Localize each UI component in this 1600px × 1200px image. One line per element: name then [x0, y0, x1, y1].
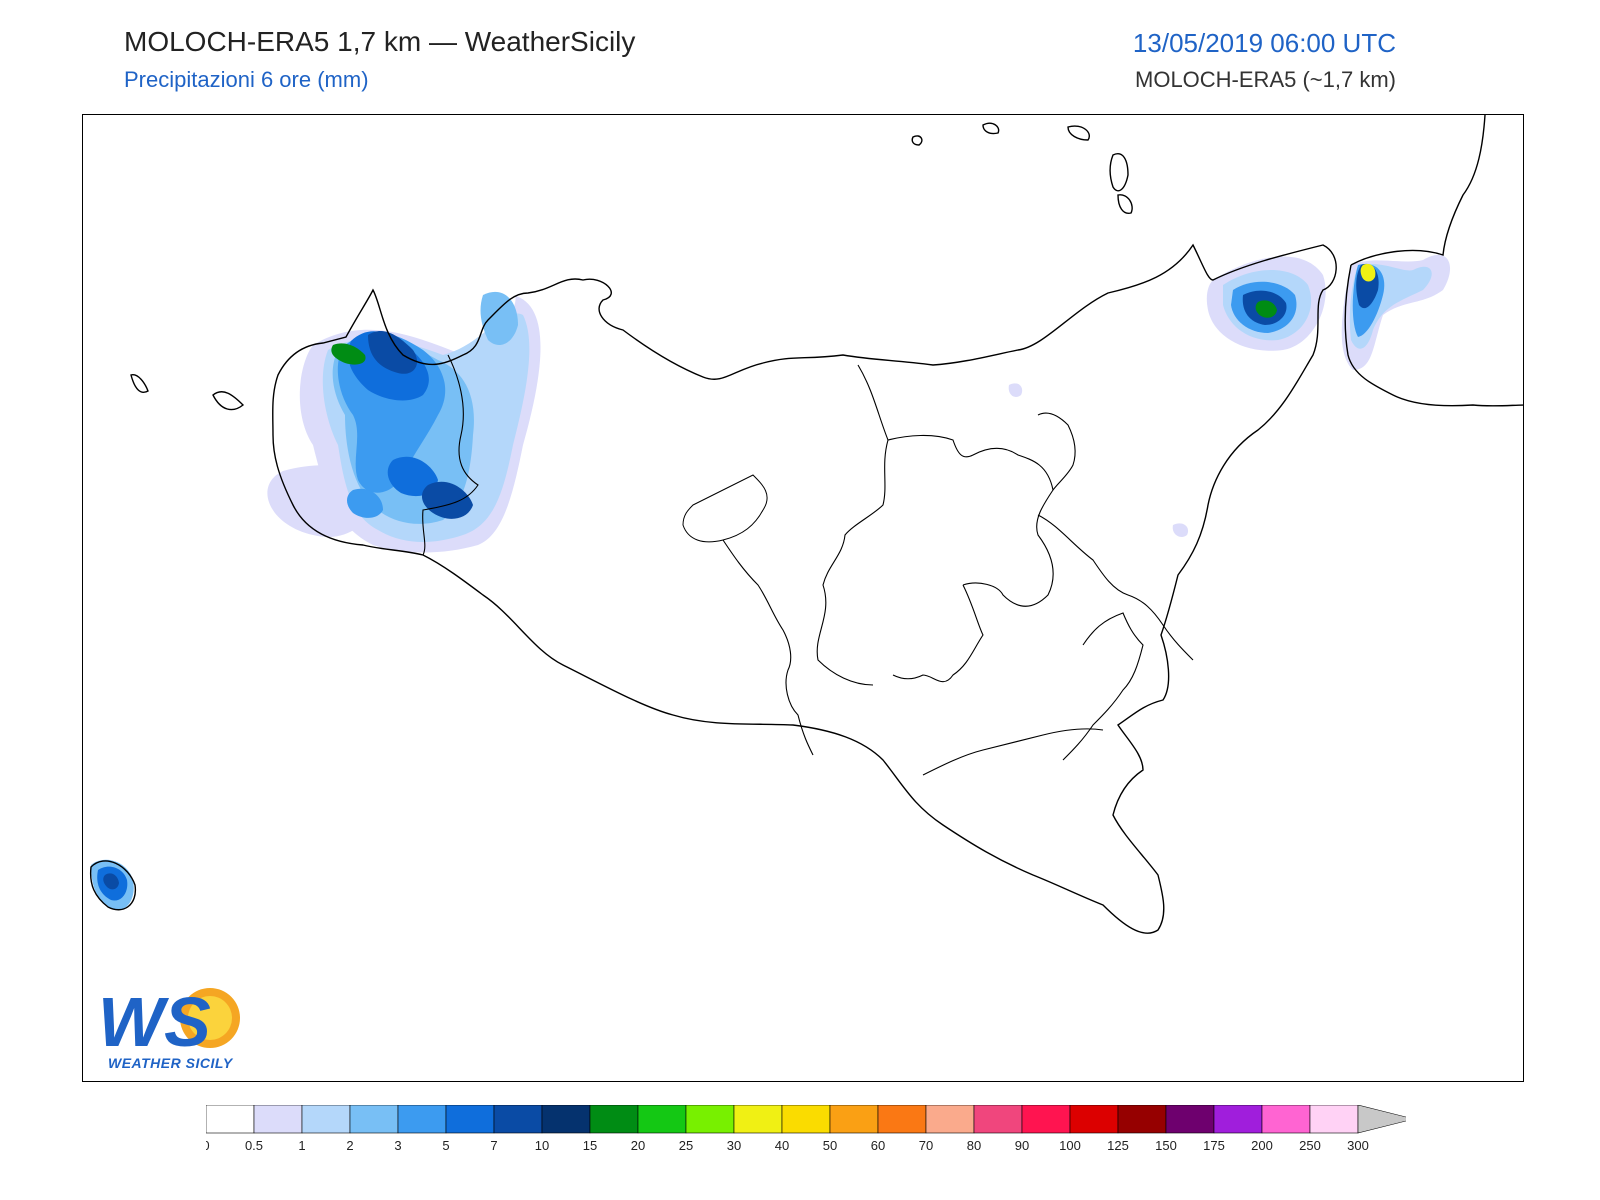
colorbar-swatch — [349, 1105, 399, 1134]
colorbar-swatch — [1117, 1105, 1167, 1134]
colorbar-swatch — [589, 1105, 639, 1134]
colorbar-tick-label: 70 — [919, 1138, 933, 1153]
colorbar-swatch — [493, 1105, 543, 1134]
colorbar-tick-label: 7 — [490, 1138, 497, 1153]
colorbar-swatch — [206, 1105, 255, 1134]
colorbar-tick-label: 2 — [346, 1138, 353, 1153]
colorbar-tick-label: 0.5 — [245, 1138, 263, 1153]
colorbar-swatch — [1021, 1105, 1071, 1134]
colorbar-tick-label: 20 — [631, 1138, 645, 1153]
colorbar-tick-label: 40 — [775, 1138, 789, 1153]
colorbar-swatch — [877, 1105, 927, 1134]
colorbar-tick-label: 1 — [298, 1138, 305, 1153]
colorbar-swatch — [397, 1105, 447, 1134]
colorbar-tick-label: 10 — [535, 1138, 549, 1153]
colorbar-tick-label: 150 — [1155, 1138, 1177, 1153]
precip-northeast — [1008, 254, 1451, 537]
weathersicily-logo: WS — [98, 983, 240, 1061]
logo-caption: WEATHER SICILY — [108, 1055, 233, 1071]
model-label: MOLOCH-ERA5 (~1,7 km) — [1135, 67, 1396, 92]
colorbar-extend-arrow — [1357, 1105, 1406, 1134]
colorbar-swatch — [829, 1105, 879, 1134]
colorbar-swatch — [445, 1105, 495, 1134]
colorbar-swatch — [1309, 1105, 1359, 1134]
colorbar-swatch — [301, 1105, 351, 1134]
sicily-map — [89, 115, 1523, 934]
colorbar-swatch — [1069, 1105, 1119, 1134]
colorbar-swatch — [541, 1105, 591, 1134]
colorbar-tick-label: 200 — [1251, 1138, 1273, 1153]
colorbar-swatch — [253, 1105, 303, 1134]
colorbar-tick-label: 300 — [1347, 1138, 1369, 1153]
colorbar-swatch — [973, 1105, 1023, 1134]
svg-text:WS: WS — [98, 983, 211, 1061]
colorbar-tick-label: 250 — [1299, 1138, 1321, 1153]
colorbar-tick-label: 15 — [583, 1138, 597, 1153]
colorbar-swatch — [637, 1105, 687, 1134]
valid-time: 13/05/2019 06:00 UTC — [1132, 28, 1396, 58]
precip-pantelleria — [91, 859, 134, 910]
colorbar-swatch — [1213, 1105, 1263, 1134]
colorbar-tick-label: 80 — [967, 1138, 981, 1153]
colorbar-tick-label: 125 — [1107, 1138, 1129, 1153]
precip-northwest — [267, 291, 541, 553]
colorbar-swatch — [781, 1105, 831, 1134]
colorbar-tick-label: 25 — [679, 1138, 693, 1153]
map-title: MOLOCH-ERA5 1,7 km — WeatherSicily — [124, 26, 636, 57]
colorbar-swatch — [925, 1105, 975, 1134]
colorbar-tick-label: 90 — [1015, 1138, 1029, 1153]
colorbar-tick-label: 30 — [727, 1138, 741, 1153]
coastlines — [89, 115, 1523, 934]
province-borders — [422, 354, 1194, 776]
colorbar-swatch — [733, 1105, 783, 1134]
colorbar-swatch — [1261, 1105, 1311, 1134]
colorbar-swatch — [1165, 1105, 1215, 1134]
colorbar-tick-label: 50 — [823, 1138, 837, 1153]
variable-subtitle: Precipitazioni 6 ore (mm) — [124, 67, 369, 92]
colorbar-tick-label: 5 — [442, 1138, 449, 1153]
colorbar-tick-label: 60 — [871, 1138, 885, 1153]
precip-colorbar: 0 0.5 1 2 3 5 7 10 15 20 25 30 40 50 60 70 80 90 100 125 150… — [206, 1105, 1406, 1153]
colorbar-tick-label: 0 — [206, 1138, 210, 1153]
colorbar-swatch — [685, 1105, 735, 1134]
colorbar-tick-label: 175 — [1203, 1138, 1225, 1153]
map-panel — [82, 114, 1524, 1082]
colorbar-tick-label: 3 — [394, 1138, 401, 1153]
colorbar-tick-label: 100 — [1059, 1138, 1081, 1153]
